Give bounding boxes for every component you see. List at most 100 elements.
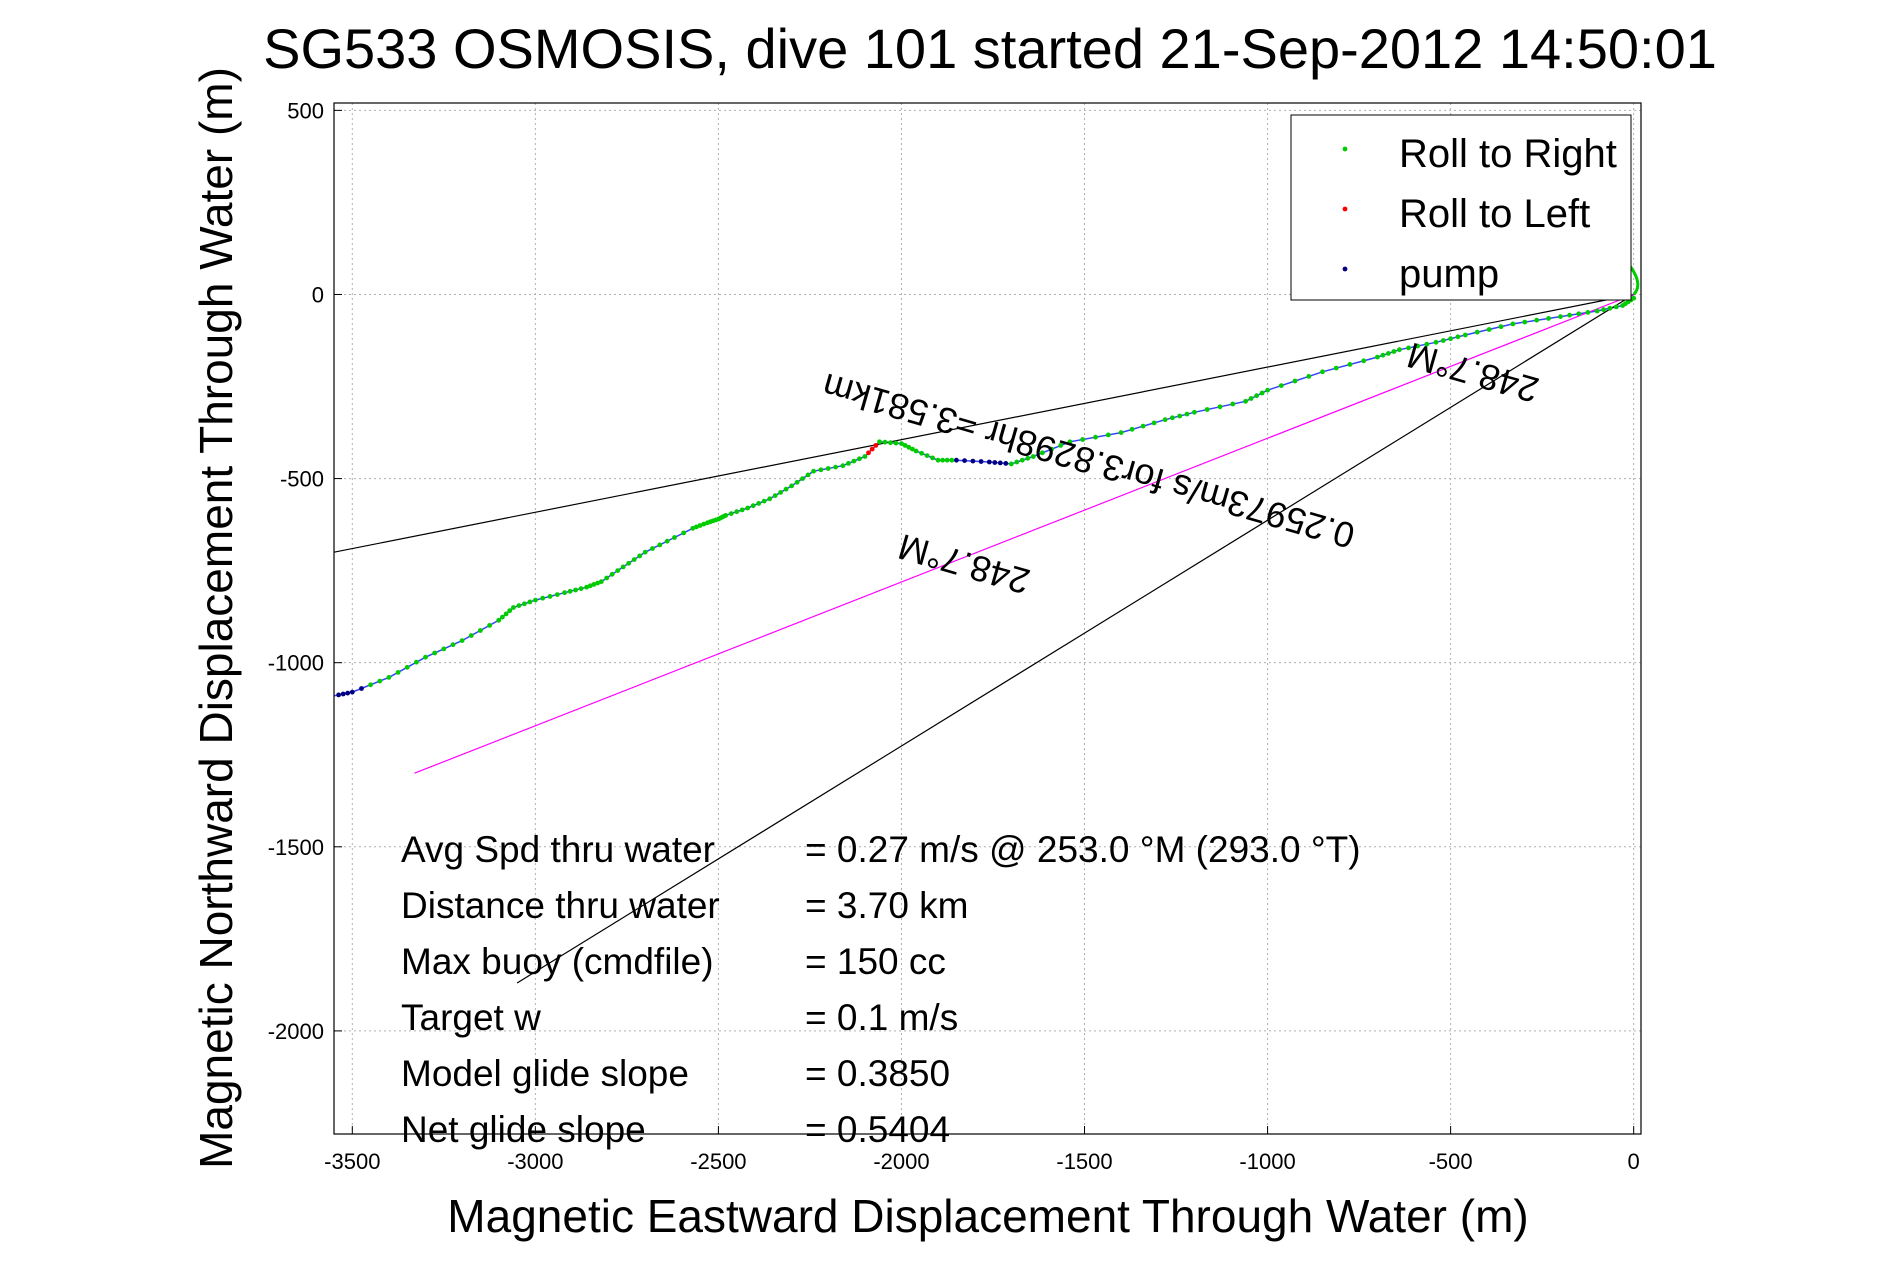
track-marker [690,525,696,531]
plot-area [333,293,1635,984]
track-marker [459,638,465,643]
track-marker [496,617,502,623]
stat-value: = 0.3850 [805,1053,950,1094]
track-marker [970,458,976,464]
track-marker [595,580,600,586]
track-marker [919,450,924,456]
track-marker [978,459,984,464]
track-marker [924,453,930,458]
track-marker [818,467,824,473]
track-marker [349,689,355,695]
track-marker [507,608,513,614]
track-marker [840,463,846,469]
track-marker [739,507,745,513]
track-marker [1613,304,1619,310]
track-marker [873,443,879,448]
track-marker [930,455,935,461]
annotation-label: 0.25973m/s for3.8298hr =3.581km [818,365,1359,556]
track-marker [1620,303,1626,308]
track-marker [1129,426,1135,432]
track-marker [789,483,794,489]
track-marker [1049,446,1054,452]
track-marker [1406,345,1411,351]
track-marker [573,587,578,593]
track-marker [503,611,509,617]
stat-label: Net glide slope [401,1109,646,1150]
legend-label: pump [1399,252,1499,296]
track-marker [1522,319,1528,325]
track-marker [756,501,762,506]
track-marker [1415,343,1421,349]
annotation-label: 248.7°M [1403,335,1544,411]
legend-box [1290,114,1632,301]
track-marker [359,686,364,691]
track-marker [562,590,567,596]
track-marker [567,588,573,594]
track-marker [1375,354,1380,360]
track-marker [1248,396,1254,401]
track-marker [701,521,707,527]
track-marker [584,584,589,590]
track-marker [857,456,862,462]
stat-label: Model glide slope [401,1053,689,1094]
track-marker [1607,305,1613,311]
stat-label: Max buoy (cmdfile) [401,941,714,982]
y-tick-label: -1000 [268,651,324,676]
track-marker [794,479,800,485]
track-marker [395,670,401,675]
track-marker [336,692,341,698]
track-marker [906,444,912,450]
track-marker [626,560,632,566]
y-tick-label: 500 [287,98,324,123]
x-tick-label: 0 [1628,1149,1640,1174]
track-marker [591,582,597,587]
track-marker [1058,443,1064,448]
track-marker [522,601,527,607]
track-marker [882,439,888,445]
track-marker [1093,434,1098,440]
track-marker [1080,437,1086,442]
legend-marker [1342,206,1348,212]
track-marker [949,457,955,463]
track-marker [750,503,756,509]
track-marker [772,493,778,498]
track-marker [1534,317,1540,323]
stat-label: Target w [401,997,541,1038]
series-markers [336,260,1640,698]
track-marker [1440,338,1446,343]
track-marker [511,605,516,610]
track-marker [1333,365,1339,371]
track-marker [598,579,604,585]
track-marker [1292,378,1298,384]
track-marker [657,542,663,548]
track-marker [1306,374,1312,379]
track-marker [631,557,637,562]
annotations: 248.7°M0.25973m/s for3.8298hr =3.581km 24… [818,335,1543,603]
track-marker [1380,352,1386,358]
track-marker [1558,314,1563,319]
track-marker [954,457,959,463]
track-marker [697,523,703,528]
stat-label: Avg Spd thru water [401,829,715,870]
legend: Roll to Right Roll to Left pump [1290,114,1632,301]
track-marker [1567,312,1572,318]
track-marker [1546,316,1551,321]
track-marker [1474,329,1480,335]
track-marker [1347,362,1353,367]
track-marker [423,654,428,660]
track-marker [368,682,373,688]
track-marker [913,448,919,454]
stat-value: = 3.70 km [805,885,969,926]
track-marker [487,623,492,628]
track-marker [1386,351,1391,356]
track-marker [800,476,805,481]
track-marker [1601,307,1606,313]
track-marker [935,457,941,463]
track-marker [620,564,626,570]
track-marker [441,646,447,652]
stat-label: Distance thru water [401,885,720,926]
x-tick-label: -500 [1429,1149,1473,1174]
track-marker [478,628,483,633]
track-marker [833,464,838,470]
track-marker [1361,358,1367,364]
